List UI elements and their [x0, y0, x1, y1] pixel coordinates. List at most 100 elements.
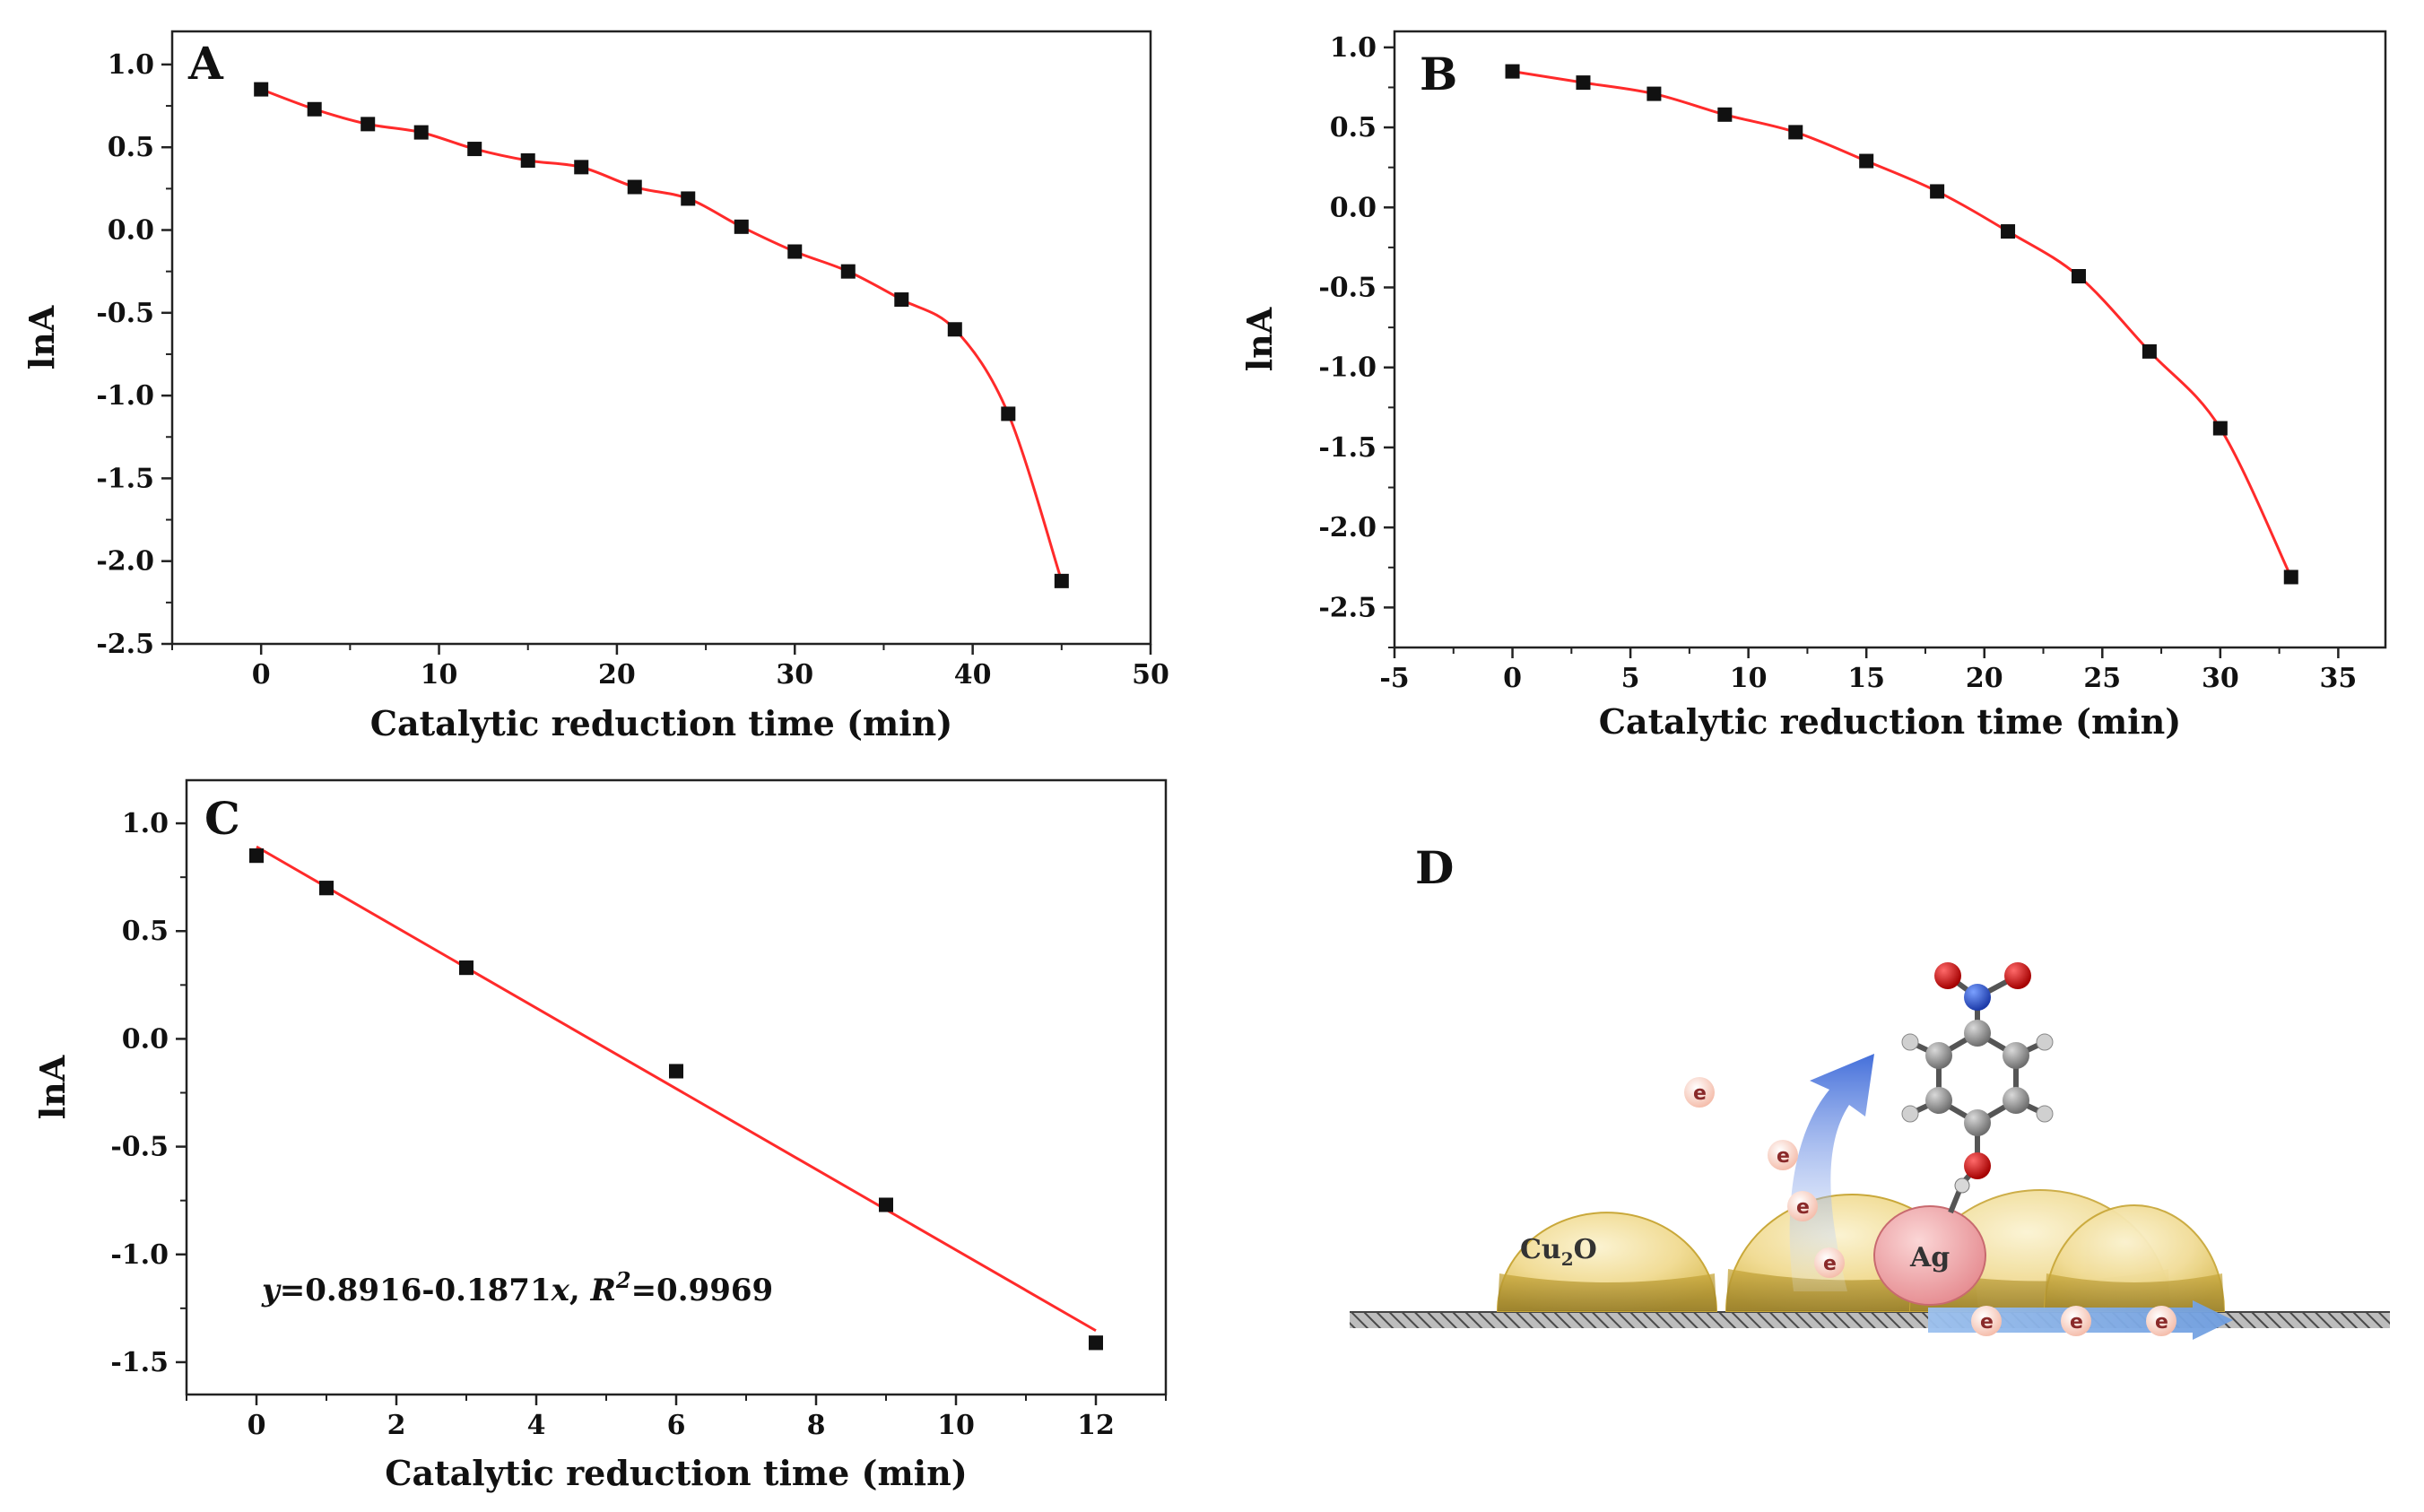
y-tick-label: 0.5: [122, 916, 169, 947]
electron: e: [1768, 1140, 1798, 1170]
cu2o-particle: [2043, 1204, 2226, 1312]
cu2o-particle: Cu2O: [1496, 1212, 1718, 1312]
ag-label: Ag: [1909, 1242, 1950, 1273]
x-tick-label: 10: [937, 1410, 975, 1441]
electron: e: [1814, 1247, 1845, 1278]
plot-frame: [1393, 30, 2387, 649]
y-tick-label: -2.0: [96, 546, 154, 578]
data-point: [307, 101, 322, 117]
data-point: [2212, 421, 2228, 436]
data-point: [1001, 406, 1016, 421]
svg-text:e: e: [2155, 1311, 2168, 1334]
data-point: [879, 1197, 893, 1212]
data-point: [361, 117, 376, 132]
substrate: [1350, 1312, 2390, 1328]
data-point: [947, 322, 962, 337]
panel-c-chart: C y=0.8916-0.1871x, R2=0.9969 0 2 4 6 8 10 12 1…: [32, 778, 1168, 1493]
data-point: [681, 191, 696, 206]
data-point: [2001, 224, 2016, 239]
y-tick-label: 0.5: [108, 132, 154, 163]
data-point: [1576, 75, 1591, 91]
y-tick-label: -0.5: [96, 298, 154, 329]
data-point: [787, 244, 803, 259]
x-axis-title: Catalytic reduction time (min): [370, 703, 952, 743]
data-point: [2071, 269, 2086, 284]
x-tick-label: 20: [1966, 663, 2003, 694]
electron: e: [2146, 1306, 2176, 1336]
nitrophenol-molecule: [1901, 962, 2054, 1214]
electron: e: [1684, 1077, 1715, 1108]
panel-d-schematic: D Cu2O Ag: [1350, 841, 2390, 1340]
x-tick-label: 0: [248, 1410, 266, 1441]
fit-equation: y=0.8916-0.1871x, R2=0.9969: [261, 1267, 773, 1308]
x-tick-label: 15: [1847, 663, 1885, 694]
y-tick-label: -2.0: [1318, 512, 1377, 543]
x-axis-title: Catalytic reduction time (min): [1599, 701, 2181, 742]
y-tick-label: -0.5: [110, 1132, 169, 1163]
y-axis-title: lnA: [32, 1055, 73, 1119]
data-point: [1788, 125, 1803, 140]
y-tick-label: -1.0: [110, 1239, 169, 1271]
y-tick-label: -1.0: [96, 380, 154, 412]
y-tick-label: 0.0: [122, 1023, 169, 1055]
ag-nanoparticle: Ag: [1873, 1205, 1986, 1306]
x-tick-label: 5: [1621, 663, 1640, 694]
data-point: [574, 160, 589, 175]
x-tick-label: 25: [2083, 663, 2121, 694]
electrons: e e e e e e e: [1684, 1077, 2176, 1336]
data-point: [1054, 573, 1069, 588]
svg-text:e: e: [1693, 1082, 1707, 1105]
data-point: [669, 1064, 683, 1079]
electron-transfer-up-arrow: [1789, 1054, 1874, 1291]
x-tick-label: 35: [2320, 663, 2358, 694]
data-point: [2142, 343, 2157, 359]
data-point: [840, 264, 856, 279]
plot-frame: [170, 30, 1152, 646]
svg-text:e: e: [2070, 1311, 2083, 1334]
x-tick-label: 12: [1077, 1410, 1115, 1441]
x-tick-label: 10: [421, 659, 458, 691]
y-axis-title: lnA: [22, 305, 62, 369]
x-tick-label: 4: [527, 1410, 546, 1441]
y-tick-label: -1.5: [110, 1347, 169, 1378]
panel-b-chart: B -5 0 5 10 15 20 25 30 35 1.0 0.5 0.0 -0.5 -1.0 -1.5 -…: [1239, 30, 2387, 742]
x-tick-label: 10: [1730, 663, 1768, 694]
y-tick-label: 1.0: [108, 49, 154, 81]
svg-text:e: e: [1796, 1196, 1810, 1219]
x-axis-title: Catalytic reduction time (min): [385, 1453, 967, 1493]
data-point: [1089, 1335, 1103, 1351]
y-tick-label: -2.5: [96, 629, 154, 660]
y-tick-label: -1.5: [96, 463, 154, 494]
data-point: [254, 82, 269, 97]
y-tick-label: 0.0: [108, 215, 154, 247]
x-tick-label: 30: [776, 659, 813, 691]
y-tick-label: -2.5: [1318, 592, 1377, 623]
data-point: [467, 142, 482, 157]
x-tick-label: 40: [954, 659, 992, 691]
data-point: [319, 881, 334, 896]
y-tick-label: -0.5: [1318, 273, 1377, 304]
y-tick-label: 0.5: [1330, 112, 1377, 143]
data-point: [1646, 86, 1662, 101]
x-tick-label: 8: [807, 1410, 826, 1441]
panel-a-chart: A 0 10 20 30 40 50 1.0 0.5 0.0 -0.5 -1.0 -1.5 -2.0 -2…: [22, 30, 1169, 743]
x-tick-label: 2: [387, 1410, 406, 1441]
data-point: [1505, 64, 1520, 79]
svg-text:e: e: [1980, 1311, 1994, 1334]
x-tick-label: 6: [667, 1410, 686, 1441]
electron: e: [1787, 1191, 1818, 1221]
y-tick-label: 0.0: [1330, 192, 1377, 223]
fit-line: [256, 845, 1097, 1333]
svg-text:e: e: [1777, 1145, 1790, 1168]
x-tick-label: 30: [2202, 663, 2239, 694]
data-point: [459, 960, 474, 976]
panel-c-letter: C: [204, 792, 240, 845]
x-tick-label: 0: [252, 659, 271, 691]
data-point: [1859, 153, 1874, 169]
data-point: [249, 848, 264, 864]
electron: e: [2061, 1306, 2091, 1336]
data-point: [2283, 569, 2298, 585]
electron: e: [1971, 1306, 2002, 1336]
panel-a-letter: A: [187, 37, 224, 90]
data-point: [1717, 107, 1733, 122]
